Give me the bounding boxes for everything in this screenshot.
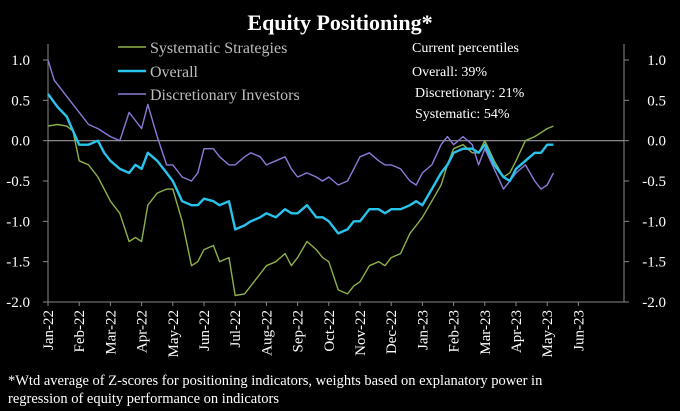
y-tick-left-label: -1.5 xyxy=(6,255,30,271)
y-tick-right-label: 1.0 xyxy=(647,53,666,69)
x-tick-label: Feb-23 xyxy=(447,310,463,353)
series-layer xyxy=(47,59,555,297)
legend-label-systematic: Systematic Strategies xyxy=(150,40,287,57)
x-tick-label: Mar-23 xyxy=(478,310,494,355)
series-line-overall xyxy=(47,93,554,235)
legend-label-overall: Overall xyxy=(150,64,199,81)
x-tick-label: Apr-23 xyxy=(509,310,525,353)
x-tick-label: Nov-22 xyxy=(353,310,369,356)
y-tick-left-label: 0.5 xyxy=(11,93,30,109)
x-tick-label: Jan-22 xyxy=(41,310,57,350)
annotation-systematic: Systematic: 54% xyxy=(415,107,510,122)
x-tick-label: Dec-22 xyxy=(384,310,400,354)
y-tick-left-label: -0.5 xyxy=(6,174,30,190)
annotation-overall: Overall: 39% xyxy=(412,65,487,80)
y-tick-right-label: -2.0 xyxy=(642,295,666,311)
y-tick-left-label: 0.0 xyxy=(11,134,30,150)
y-axis-right-ticks: 1.0 0.5 0.0 -0.5 -1.0 -1.5 -2.0 xyxy=(624,53,666,311)
y-tick-right-label: -0.5 xyxy=(642,174,666,190)
x-tick-label: Jan-23 xyxy=(415,310,431,350)
x-tick-label: May-23 xyxy=(540,310,556,358)
x-tick-label: Jun-23 xyxy=(571,310,587,351)
footnote-line-1: *Wtd average of Z-scores for positioning… xyxy=(8,373,543,389)
x-tick-label: Jul-22 xyxy=(228,310,244,348)
footnote-line-2: regression of equity performance on indi… xyxy=(8,391,279,407)
y-tick-right-label: 0.0 xyxy=(647,134,666,150)
x-tick-label: Aug-22 xyxy=(259,310,275,356)
x-tick-label: Jun-22 xyxy=(197,310,213,351)
x-tick-label: May-22 xyxy=(166,310,182,358)
y-tick-left-label: -2.0 xyxy=(6,295,30,311)
legend: Systematic Strategies Overall Discretion… xyxy=(118,40,300,104)
y-tick-right-label: 0.5 xyxy=(647,93,666,109)
annotation-title: Current percentiles xyxy=(412,41,519,56)
x-tick-label: Feb-22 xyxy=(72,310,88,353)
annotation-discretionary: Discretionary: 21% xyxy=(415,86,525,101)
y-tick-left-label: -1.0 xyxy=(6,214,30,230)
chart-title: Equity Positioning* xyxy=(247,10,432,35)
x-axis-ticks: Jan-22 Feb-22 Mar-22 Apr-22 May-22 Jun-22 Jul-… xyxy=(41,302,587,358)
x-tick-label: Oct-22 xyxy=(322,310,338,352)
x-tick-label: Mar-22 xyxy=(103,310,119,355)
series-line-systematic-strategies xyxy=(47,123,554,297)
axes xyxy=(47,44,625,303)
y-tick-right-label: -1.5 xyxy=(642,255,666,271)
y-axis-left-ticks: 1.0 0.5 0.0 -0.5 -1.0 -1.5 -2.0 xyxy=(6,53,48,311)
y-tick-left-label: 1.0 xyxy=(11,53,30,69)
x-tick-label: Apr-22 xyxy=(135,310,151,353)
legend-label-discretionary: Discretionary Investors xyxy=(150,87,300,104)
y-tick-right-label: -1.0 xyxy=(642,214,666,230)
x-tick-label: Sep-22 xyxy=(291,310,307,353)
percentile-annotation: Current percentiles Overall: 39% Discret… xyxy=(412,41,525,122)
